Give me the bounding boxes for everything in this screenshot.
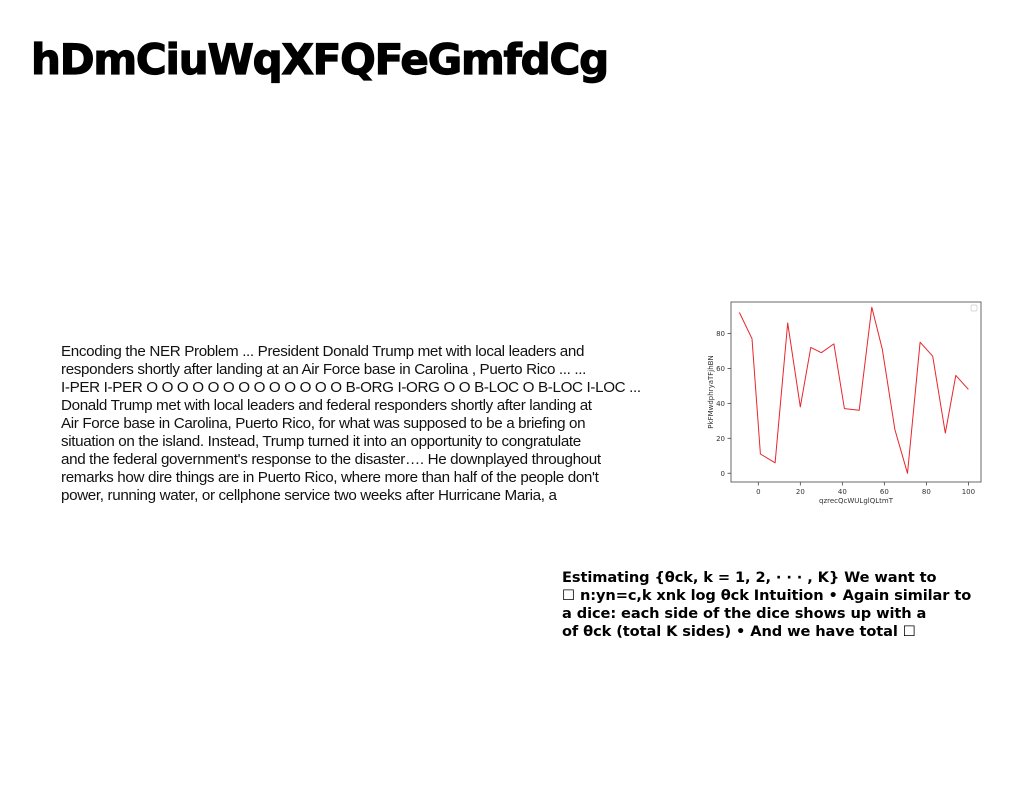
body-text-line: Donald Trump met with local leaders and …	[61, 397, 592, 414]
body-text-line: Encoding the NER Problem ... President D…	[61, 343, 585, 360]
body-text: Encoding the NER Problem ... President D…	[61, 343, 673, 505]
estimation-text-line: Estimating {θck, k = 1, 2, · · · , K} We…	[562, 569, 937, 586]
x-tick-label: 0	[756, 488, 760, 496]
body-text-line: I-PER I-PER O O O O O O O O O O O O O B-…	[61, 379, 641, 396]
series-line	[738, 306, 969, 474]
y-tick-label: 60	[716, 365, 725, 373]
body-text-line: Air Force base in Carolina, Puerto Rico,…	[61, 415, 586, 432]
x-tick-label: 80	[922, 488, 931, 496]
line-chart: 0 20 40 60 80 100 0 20 40 60 80 qzrecQcWULglQLtmT Pk…	[700, 296, 990, 506]
body-text-line: situation on the island. Instead, Trump …	[61, 433, 581, 450]
estimation-text-line: of θck (total K sides) • And we have tot…	[562, 623, 916, 640]
line-chart-svg: 0 20 40 60 80 100 0 20 40 60 80 qzrecQcWULglQLtmT Pk…	[707, 301, 982, 505]
body-text-line: remarks how dire things are in Puerto Ri…	[61, 469, 599, 486]
x-tick-label: 60	[880, 488, 889, 496]
x-tick-label: 20	[796, 488, 805, 496]
y-tick-label: 80	[716, 330, 725, 338]
slide-title: hDmCiuWqXFQFeGmfdCg	[30, 34, 609, 84]
estimation-text: Estimating {θck, k = 1, 2, · · · , K} We…	[562, 569, 1022, 641]
y-axis-label: PkFMwdphryaTFjhBN	[707, 355, 715, 428]
estimation-text-line: ☐ n:yn=c,k xnk log θck Intuition • Again…	[562, 587, 972, 604]
x-tick-label: 40	[838, 488, 847, 496]
body-text-line: and the federal government's response to…	[61, 451, 601, 468]
y-tick-label: 20	[716, 435, 725, 443]
body-text-line: power, running water, or cellphone servi…	[61, 487, 557, 504]
y-tick-label: 0	[721, 470, 725, 478]
estimation-text-line: a dice: each side of the dice shows up w…	[562, 605, 927, 622]
y-tick-label: 40	[716, 400, 725, 408]
body-text-line: responders shortly after landing at an A…	[61, 361, 587, 378]
x-axis-label: qzrecQcWULglQLtmT	[819, 497, 894, 505]
x-tick-label: 100	[962, 488, 975, 496]
legend-box	[970, 304, 978, 312]
plot-frame	[730, 301, 982, 483]
